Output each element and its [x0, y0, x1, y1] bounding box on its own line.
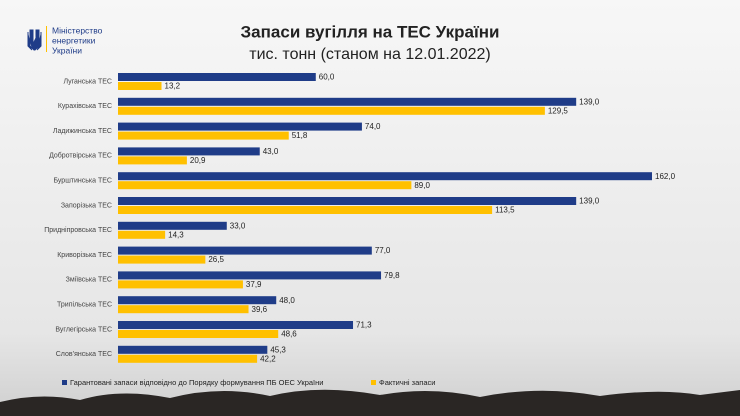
- value-label: 162,0: [655, 172, 676, 181]
- logo-text: Міністерство: [52, 25, 103, 35]
- coal-decoration: [0, 389, 740, 416]
- legend-swatch: [371, 380, 376, 385]
- legend-swatch: [62, 380, 67, 385]
- category-label: Слов’янська ТЕС: [56, 351, 112, 358]
- logo-text: енергетики: [52, 35, 96, 45]
- bar: [118, 122, 362, 131]
- value-label: 39,6: [252, 305, 268, 314]
- value-label: 14,3: [168, 230, 184, 239]
- bar: [118, 271, 382, 280]
- value-label: 42,2: [260, 354, 276, 363]
- category-label: Вуглегірська ТЕС: [55, 325, 112, 333]
- bar: [118, 305, 249, 314]
- value-label: 48,0: [279, 296, 295, 305]
- bar: [118, 106, 545, 115]
- bar: [118, 73, 316, 81]
- bar: [118, 97, 577, 106]
- value-label: 51,8: [292, 131, 308, 140]
- value-label: 77,0: [375, 246, 391, 255]
- value-label: 33,0: [230, 221, 246, 230]
- bar: [118, 181, 412, 190]
- value-label: 60,0: [319, 73, 335, 82]
- bar: [118, 321, 354, 329]
- value-label: 79,8: [384, 271, 400, 280]
- bar: [118, 230, 166, 239]
- category-label: Добротвірська ТЕС: [49, 152, 112, 160]
- value-label: 113,5: [495, 206, 515, 215]
- value-label: 139,0: [579, 197, 600, 206]
- bar: [118, 156, 187, 165]
- value-label: 129,5: [548, 106, 569, 115]
- value-label: 43,0: [263, 147, 279, 156]
- value-label: 13,2: [165, 82, 181, 91]
- category-label: Запорізька ТЕС: [61, 201, 112, 209]
- category-label: Зміївська ТЕС: [66, 276, 112, 284]
- bar: [118, 221, 227, 230]
- value-label: 71,3: [356, 321, 372, 330]
- bar: [118, 255, 206, 264]
- chart-title: Запаси вугілля на ТЕС України: [241, 22, 500, 41]
- bar: [118, 330, 279, 338]
- category-label: Трипільська ТЕС: [57, 301, 112, 309]
- bar: [118, 147, 260, 156]
- bar: [118, 296, 277, 305]
- logo-text: України: [52, 45, 82, 55]
- value-label: 45,3: [270, 345, 286, 354]
- legend-label: Гарантовані запаси відповідно до Порядку…: [70, 378, 323, 387]
- bar: [118, 345, 268, 354]
- category-label: Бурштинська ТЕС: [53, 178, 112, 185]
- value-label: 26,5: [208, 255, 224, 264]
- value-label: 74,0: [365, 122, 381, 131]
- value-label: 139,0: [579, 97, 600, 106]
- chart-subtitle: тис. тонн (станом на 12.01.2022): [249, 46, 490, 63]
- value-label: 89,0: [414, 181, 430, 190]
- bar: [118, 131, 289, 140]
- bar: [118, 197, 577, 205]
- bar: [118, 280, 243, 289]
- category-label: Криворізька ТЕС: [57, 251, 112, 259]
- category-label: Придніпровська ТЕС: [44, 226, 112, 234]
- bar: [118, 172, 652, 181]
- value-label: 20,9: [190, 156, 206, 165]
- value-label: 48,6: [281, 330, 297, 339]
- bar: [118, 354, 258, 363]
- trident: [27, 29, 42, 51]
- category-label: Луганська ТЕС: [63, 78, 112, 85]
- category-label: Ладижинська ТЕС: [53, 128, 112, 135]
- bar: [118, 246, 372, 255]
- logo: Міністерство енергетики України: [27, 25, 103, 55]
- value-label: 37,9: [246, 280, 262, 289]
- legend-label: Фактичні запаси: [379, 378, 435, 387]
- bar: [118, 206, 493, 214]
- category-label: Курахівська ТЕС: [58, 102, 112, 110]
- bar: [118, 82, 162, 90]
- logo-divider: [46, 26, 47, 52]
